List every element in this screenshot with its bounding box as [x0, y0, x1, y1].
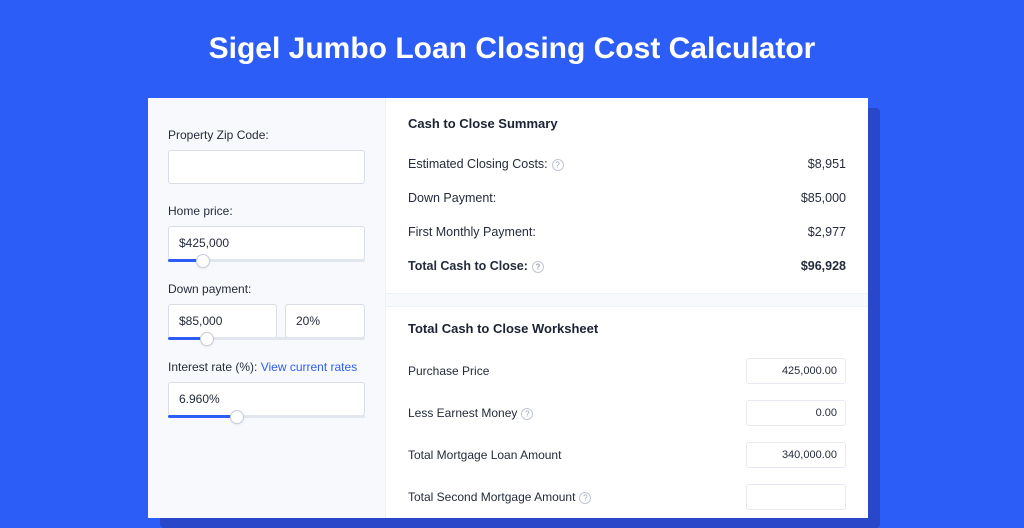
summary-total-value: $96,928 [801, 259, 846, 273]
interest-rate-slider[interactable] [168, 415, 365, 418]
section-divider [386, 293, 868, 307]
summary-rows: Estimated Closing Costs: $8,951 Down Payme… [408, 147, 846, 249]
summary-row-label: First Monthly Payment: [408, 225, 536, 239]
home-price-label: Home price: [168, 204, 365, 218]
worksheet-rows: Purchase Price Less Earnest Money Total Mo… [408, 350, 846, 518]
worksheet-row: Purchase Price [408, 350, 846, 392]
down-payment-percent-input[interactable] [285, 304, 365, 338]
worksheet-row-label: Less Earnest Money [408, 406, 533, 420]
help-icon[interactable] [521, 408, 533, 420]
interest-rate-slider-fill [168, 415, 237, 418]
down-payment-field: Down payment: [168, 282, 365, 340]
worksheet-row: Total Mortgage Loan Amount [408, 434, 846, 476]
summary-row-value: $8,951 [808, 157, 846, 171]
worksheet-row-value[interactable] [746, 358, 846, 384]
summary-row: Down Payment: $85,000 [408, 181, 846, 215]
help-icon[interactable] [532, 261, 544, 273]
interest-rate-label: Interest rate (%): View current rates [168, 360, 365, 374]
worksheet-row-label: Total Mortgage Loan Amount [408, 448, 561, 462]
view-current-rates-link[interactable]: View current rates [261, 360, 358, 374]
worksheet-row-label: Total Second Mortgage Amount [408, 490, 591, 504]
summary-total-label: Total Cash to Close: [408, 259, 544, 273]
worksheet-title: Total Cash to Close Worksheet [408, 321, 846, 336]
home-price-slider-thumb[interactable] [196, 254, 210, 268]
worksheet-row-value[interactable] [746, 484, 846, 510]
summary-row-label: Down Payment: [408, 191, 496, 205]
interest-rate-input[interactable] [168, 382, 365, 416]
summary-row-value: $85,000 [801, 191, 846, 205]
help-icon[interactable] [579, 492, 591, 504]
home-price-slider[interactable] [168, 259, 365, 262]
summary-row-value: $2,977 [808, 225, 846, 239]
page-title: Sigel Jumbo Loan Closing Cost Calculator [0, 0, 1024, 94]
summary-row: Estimated Closing Costs: $8,951 [408, 147, 846, 181]
calculator-card: Property Zip Code: Home price: Down paym… [148, 98, 868, 518]
summary-row: First Monthly Payment: $2,977 [408, 215, 846, 249]
summary-total-row: Total Cash to Close: $96,928 [408, 249, 846, 283]
down-payment-slider-thumb[interactable] [200, 332, 214, 346]
down-payment-slider[interactable] [168, 337, 365, 340]
zip-field: Property Zip Code: [168, 128, 365, 184]
inputs-sidebar: Property Zip Code: Home price: Down paym… [148, 98, 386, 518]
down-payment-label: Down payment: [168, 282, 365, 296]
help-icon[interactable] [552, 159, 564, 171]
summary-row-label: Estimated Closing Costs: [408, 157, 564, 171]
summary-title: Cash to Close Summary [408, 116, 846, 131]
interest-rate-label-text: Interest rate (%): [168, 360, 261, 374]
worksheet-row-value[interactable] [746, 400, 846, 426]
worksheet-row-value[interactable] [746, 442, 846, 468]
interest-rate-slider-thumb[interactable] [230, 410, 244, 424]
interest-rate-field: Interest rate (%): View current rates [168, 360, 365, 418]
worksheet-row: Less Earnest Money [408, 392, 846, 434]
zip-label: Property Zip Code: [168, 128, 365, 142]
zip-input[interactable] [168, 150, 365, 184]
down-payment-amount-input[interactable] [168, 304, 277, 338]
results-panel: Cash to Close Summary Estimated Closing … [386, 98, 868, 518]
worksheet-row-label: Purchase Price [408, 364, 489, 378]
home-price-field: Home price: [168, 204, 365, 262]
